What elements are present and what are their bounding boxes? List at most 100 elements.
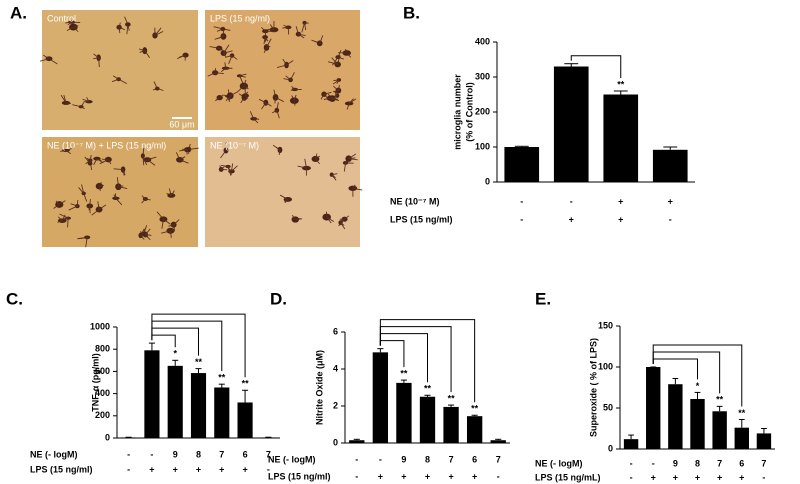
y-tick-label: 0 — [608, 443, 613, 453]
cell-process — [332, 79, 340, 85]
cell-process — [236, 85, 245, 93]
row-value: - — [267, 464, 270, 474]
cell-process — [147, 159, 156, 166]
cell-process — [66, 26, 74, 32]
cell-process — [99, 159, 109, 165]
cell-process — [223, 52, 227, 57]
cell-process — [261, 27, 266, 32]
cell-process — [73, 26, 79, 33]
cell-process — [93, 57, 99, 60]
cell-process — [118, 22, 121, 28]
significance: ** — [448, 393, 456, 403]
cell-process — [314, 40, 320, 44]
cell-process — [229, 91, 238, 97]
cell-process — [112, 75, 119, 80]
cell-process — [82, 98, 90, 103]
row-value: 7 — [496, 454, 501, 464]
cell-process — [266, 45, 271, 48]
row-value: 7 — [266, 449, 271, 459]
cell-process — [285, 75, 291, 81]
y-tick-label: 200 — [475, 106, 490, 116]
cell-process — [97, 201, 100, 210]
cell-process — [274, 97, 276, 104]
cell-process — [219, 36, 224, 39]
cell-process — [338, 218, 345, 227]
cell-process — [231, 55, 238, 60]
row-value: + — [242, 464, 247, 474]
cell-process — [282, 26, 289, 29]
bar — [623, 439, 639, 449]
cell-process — [141, 195, 146, 200]
row-value: + — [149, 464, 154, 474]
cell-process — [154, 27, 162, 36]
row-value: - — [762, 472, 765, 482]
cell-process — [163, 218, 171, 225]
y-tick-label: 150 — [598, 320, 613, 330]
y-tick-label: 100 — [598, 361, 613, 371]
cell-process — [331, 57, 339, 65]
y-axis-label: Nitrite Oxide (μM) — [314, 350, 324, 425]
row-value: + — [668, 196, 673, 206]
cell-process — [326, 216, 332, 224]
cell-process — [276, 110, 280, 119]
cell-process — [295, 218, 303, 220]
cell-process — [85, 237, 88, 248]
significance: ** — [424, 384, 432, 394]
bracket — [652, 351, 721, 394]
row-label: LPS (15 ng/ml) — [268, 471, 331, 481]
cell-process — [286, 60, 294, 66]
cell-process — [304, 22, 307, 31]
significance: ** — [617, 79, 625, 89]
cell-process — [179, 156, 186, 161]
bar — [144, 350, 160, 438]
micrograph — [205, 10, 360, 130]
cell-process — [253, 118, 259, 124]
cell-process — [337, 49, 342, 58]
cell-process — [173, 219, 180, 226]
cell-process — [240, 97, 245, 104]
cell-process — [98, 57, 100, 68]
cell-process — [284, 199, 289, 202]
row-value: - — [520, 214, 523, 224]
row-value: + — [196, 464, 201, 474]
cell-process — [278, 149, 281, 155]
bar — [756, 433, 772, 449]
cell-process — [298, 33, 306, 36]
cell-process — [48, 58, 58, 65]
cell-process — [83, 193, 88, 202]
cell-process — [65, 147, 75, 151]
cell-process — [207, 72, 216, 77]
row-value: 7 — [717, 458, 722, 468]
cell-process — [93, 53, 99, 59]
cell-process — [220, 67, 227, 73]
bar — [603, 94, 639, 182]
row-value: 8 — [425, 454, 430, 464]
cell-process — [337, 56, 344, 60]
y-tick-label: 0 — [105, 432, 110, 442]
cell-process — [216, 97, 220, 101]
cell-process — [243, 85, 249, 90]
row-value: + — [739, 472, 744, 482]
significance: * — [173, 349, 177, 359]
cell-process — [271, 109, 278, 114]
cell-process — [77, 236, 88, 240]
cell-process — [320, 93, 325, 100]
row-label: LPS (15 ng/ml) — [390, 214, 453, 224]
cell-process — [222, 28, 231, 31]
row-value: + — [425, 471, 430, 481]
cell-process — [73, 25, 79, 28]
bar — [190, 373, 207, 438]
image-label: NE (10⁻⁷ M) — [210, 140, 259, 150]
y-tick-label: 400 — [95, 388, 110, 398]
cell-process — [261, 102, 267, 110]
cell-process — [343, 162, 347, 172]
significance: ** — [195, 357, 203, 367]
cell-process — [98, 186, 101, 192]
bar — [652, 149, 688, 182]
cell-process — [213, 26, 223, 30]
cell-process — [290, 72, 295, 81]
cell-process — [239, 75, 246, 78]
bracket — [379, 319, 476, 403]
cell-process — [283, 78, 291, 81]
row-value: 6 — [243, 449, 248, 459]
